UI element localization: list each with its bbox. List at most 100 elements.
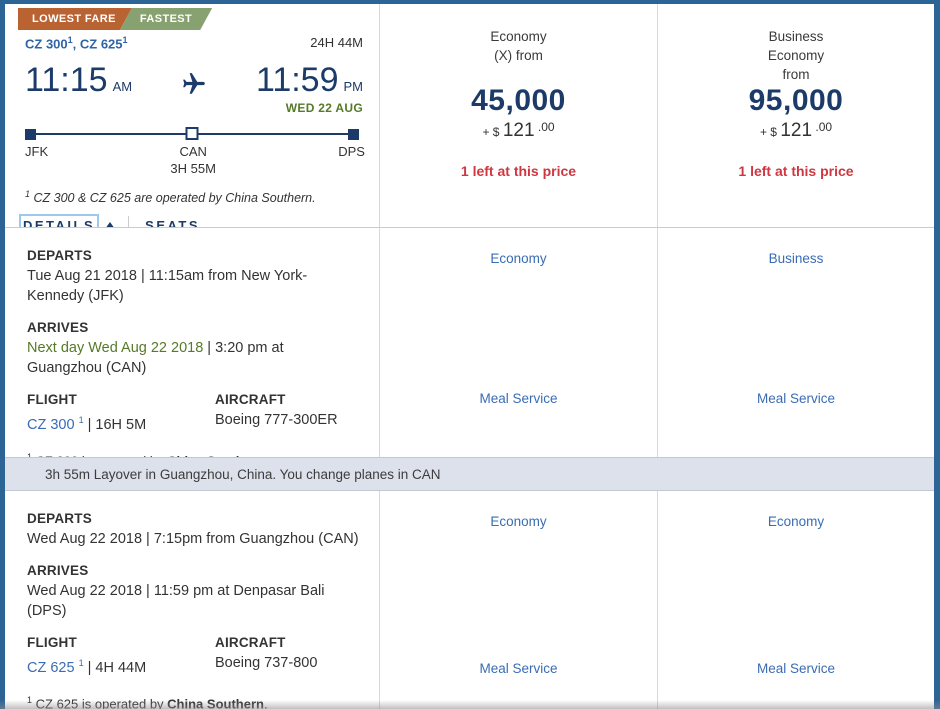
stopover-marker xyxy=(185,127,199,141)
departs-info: Tue Aug 21 2018 | 11:15am from New York-… xyxy=(27,268,308,304)
arrival-time: 11:59 PM xyxy=(256,61,363,100)
aircraft-info: Boeing 737-800 xyxy=(215,655,318,671)
price-cents: .00 xyxy=(815,120,833,134)
availability-warning: 1 left at this price xyxy=(460,163,577,179)
miles-price: 45,000 xyxy=(471,84,566,117)
summary-row: LOWEST FARE FASTEST CZ 3001, CZ 6251 24H… xyxy=(5,4,934,228)
lowest-fare-badge: LOWEST FARE xyxy=(18,8,132,30)
origin-code: JFK xyxy=(25,144,49,160)
cabin-name: Economy xyxy=(490,251,547,266)
fare-cell-business[interactable]: Business Economy from 95,000 + $ 121 .00… xyxy=(657,4,934,227)
flight-number-link[interactable]: CZ 625 1 xyxy=(27,658,84,676)
flight-label: FLIGHT xyxy=(27,392,77,407)
flight-footnote-marker: 1 xyxy=(78,415,84,425)
availability-warning: 1 left at this price xyxy=(738,163,854,179)
meal-service: Meal Service xyxy=(756,391,836,406)
segment-1-details: DEPARTS Tue Aug 21 2018 | 11:15am from N… xyxy=(5,228,379,457)
footnote-marker: 1 xyxy=(27,451,33,457)
flight-duration: | 16H 5M xyxy=(83,416,147,433)
tab-divider xyxy=(128,216,130,227)
flight-info: CZ 300 1 | 16H 5M xyxy=(27,410,215,435)
aircraft-label: AIRCRAFT xyxy=(215,392,286,407)
arrival-date: WED 22 AUG xyxy=(285,101,363,116)
total-duration: 24H 44M xyxy=(310,35,363,50)
next-day-highlight: Next day Wed Aug 22 2018 xyxy=(27,340,204,356)
fare-class-name: Economy (X) from xyxy=(380,4,657,84)
operated-by-footnote: 1 CZ 300 & CZ 625 are operated by China … xyxy=(25,189,363,205)
collapse-arrow-icon[interactable] xyxy=(105,221,116,227)
departure-time-value: 11:15 xyxy=(25,61,108,100)
detail-tabs: DETAILS SEATS xyxy=(18,213,379,227)
arrives-label: ARRIVES xyxy=(27,320,89,335)
fare-class-name: Business Economy from xyxy=(658,4,934,84)
fare-class-line: Business xyxy=(768,29,824,44)
flight-numbers: CZ 3001, CZ 6251 xyxy=(25,35,128,51)
departs-info: Wed Aug 22 2018 | 7:15pm from Guangzhou … xyxy=(27,531,359,547)
stopover-block: CAN 3H 55M xyxy=(170,144,216,176)
route-labels: JFK CAN 3H 55M DPS xyxy=(25,144,365,176)
fare-cell-economy[interactable]: Economy (X) from 45,000 + $ 121 .00 1 le… xyxy=(379,4,657,227)
flight-number-link[interactable]: CZ 300 1 xyxy=(27,415,84,433)
flight-footnote-marker: 1 xyxy=(78,658,84,668)
price-amount: 121 xyxy=(502,120,535,141)
aircraft-label: AIRCRAFT xyxy=(215,635,286,650)
destination-marker xyxy=(348,129,359,141)
origin-marker xyxy=(25,129,36,141)
segment-footnote: 1 CZ 300 is operated by China Southern. xyxy=(27,452,359,457)
footnote-text: CZ 300 & CZ 625 are operated by China So… xyxy=(33,191,316,206)
departure-time-block: 11:15 AM xyxy=(25,61,132,100)
aircraft-info: Boeing 777-300ER xyxy=(215,412,338,428)
segment-2-economy-cabin-2: Economy Meal Service xyxy=(657,491,934,709)
footnote-period: . xyxy=(264,453,268,457)
segment-2-economy-cabin-1: Economy Meal Service xyxy=(379,491,657,709)
operating-carrier: China Southern xyxy=(167,696,264,709)
flight-separator: , xyxy=(72,36,80,52)
price-amount: 121 xyxy=(780,120,813,141)
seats-tab[interactable]: SEATS xyxy=(145,217,201,227)
airplane-icon xyxy=(181,71,207,102)
arrival-meridiem: PM xyxy=(343,79,364,95)
fare-badges: LOWEST FARE FASTEST xyxy=(18,8,379,30)
flight-code: CZ 625 xyxy=(27,659,75,676)
arrives-text: Wed Aug 22 2018 | 11:59 pm at Denpasar B… xyxy=(27,583,325,619)
segment-2-details: DEPARTS Wed Aug 22 2018 | 7:15pm from Gu… xyxy=(5,491,379,709)
segment-footnote: 1 CZ 625 is operated by China Southern. xyxy=(27,695,359,709)
flight-duration: | 4H 44M xyxy=(83,659,147,676)
segment-1-business-cabin: Business Meal Service xyxy=(657,228,934,457)
stopover-duration: 3H 55M xyxy=(170,161,216,177)
stopover-code: CAN xyxy=(179,144,207,160)
cash-price: + $ 121 .00 xyxy=(380,120,657,142)
flight-code: CZ 300 xyxy=(27,416,75,433)
price-cents: .00 xyxy=(537,120,555,134)
miles-price: 95,000 xyxy=(748,84,844,117)
arrival-time-block: 11:59 PM WED 22 AUG xyxy=(256,61,363,115)
flight-info: CZ 625 1 | 4H 44M xyxy=(27,653,215,678)
cabin-name: Economy xyxy=(490,514,547,529)
departs-label: DEPARTS xyxy=(27,511,92,526)
footnote-text: CZ 625 is operated by xyxy=(35,696,168,709)
flight-label: FLIGHT xyxy=(27,635,77,650)
arrives-info: Next day Wed Aug 22 2018 | 3:20 pm at Gu… xyxy=(27,338,359,378)
flight-numbers-line: CZ 3001, CZ 6251 24H 44M xyxy=(25,35,363,51)
meal-service: Meal Service xyxy=(756,661,836,676)
destination-code: DPS xyxy=(338,144,365,160)
itinerary-summary: LOWEST FARE FASTEST CZ 3001, CZ 6251 24H… xyxy=(5,4,379,227)
route-timeline xyxy=(25,127,359,141)
flight2-code: CZ 625 xyxy=(79,36,123,52)
cash-price: + $ 121 .00 xyxy=(658,120,934,142)
flight1-code: CZ 300 xyxy=(25,36,68,52)
fare-class-line: Economy xyxy=(490,29,547,44)
details-tab[interactable]: DETAILS xyxy=(18,213,100,227)
segment-1-row: DEPARTS Tue Aug 21 2018 | 11:15am from N… xyxy=(5,228,934,457)
departs-label: DEPARTS xyxy=(27,248,92,263)
price-plus: + $ xyxy=(759,125,777,139)
meal-service: Meal Service xyxy=(479,661,558,676)
times-row: 11:15 AM 11:59 PM WED 22 AUG xyxy=(25,61,363,115)
operating-carrier: China Southern xyxy=(167,453,264,457)
cabin-name: Economy xyxy=(767,514,825,529)
meal-service: Meal Service xyxy=(479,391,558,406)
fastest-badge: FASTEST xyxy=(120,8,212,30)
arrives-text: | 3:20 pm at Guangzhou (CAN) xyxy=(27,340,284,376)
arrives-label: ARRIVES xyxy=(27,563,89,578)
